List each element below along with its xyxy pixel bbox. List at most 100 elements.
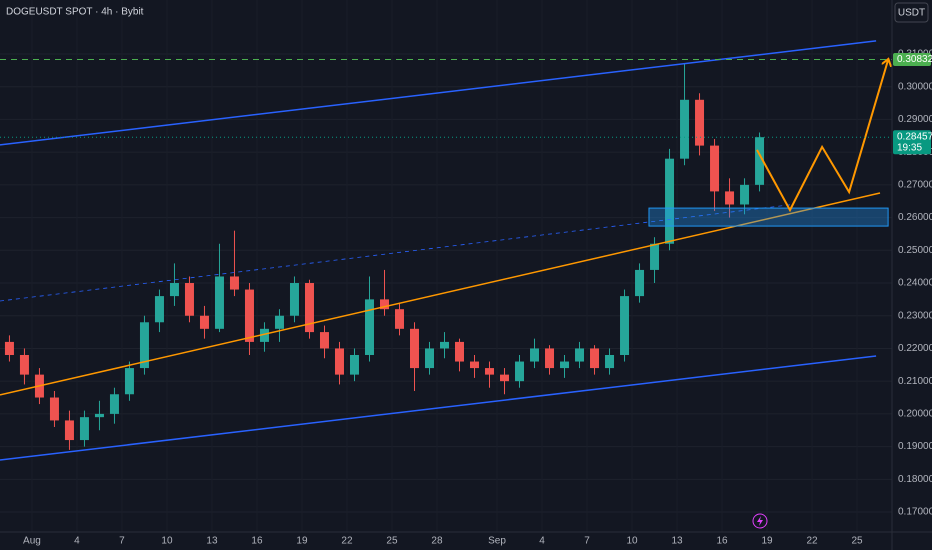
price-sublabel: 19:35 [897,142,922,153]
candle-body [680,99,690,159]
x-tick-label: 25 [386,536,398,547]
candle-body [169,283,179,297]
candle-body [184,283,194,316]
candle-body [349,354,359,375]
candle-body [560,361,570,369]
trend-line [0,355,877,461]
currency-button[interactable] [894,2,929,23]
y-tick-label: 0.20000 [898,409,932,420]
candle-body [740,184,750,205]
trend-line [0,192,881,396]
x-tick-label: 4 [539,536,545,547]
y-tick-label: 0.30000 [898,81,932,92]
candle-body [154,296,164,323]
y-tick-label: 0.17000 [898,507,932,518]
candle-body [515,361,525,382]
x-tick-label: 13 [671,536,683,547]
candle-body [605,354,615,369]
candle-body [199,315,209,329]
candle-body [545,348,555,369]
x-tick-label: 19 [761,536,773,547]
axes: 0.17000 0.18000 0.19000 0.20000 0.21000 0.220… [23,49,932,547]
y-tick-label: 0.19000 [898,441,932,452]
candle-body [274,315,284,329]
trend-line [0,40,877,146]
candle-body [259,328,269,342]
candle-body [124,368,134,395]
candle-body [530,348,540,362]
x-tick-label: 10 [626,536,638,547]
candle-body [620,296,630,355]
candle-body [64,420,74,441]
trend-line [756,60,888,213]
candle-body [590,348,600,369]
price-label: 0.30832 [897,54,932,65]
candle-body [424,348,434,369]
x-tick-label: 13 [206,536,218,547]
candle-body [304,283,314,333]
x-tick-label: 25 [851,536,863,547]
candle-body [244,289,254,342]
candle-body [364,299,374,355]
candle-body [319,332,329,349]
x-tick-label: 22 [806,536,818,547]
x-tick-label: Sep [488,536,506,547]
y-tick-label: 0.29000 [898,114,932,125]
candle-body [109,394,119,414]
y-tick-label: 0.22000 [898,343,932,354]
candle-body [635,269,645,297]
x-tick-label: 4 [74,536,80,547]
candle-body [485,368,495,375]
x-tick-label: 7 [119,536,125,547]
candle-body [695,99,705,146]
y-tick-label: 0.18000 [898,474,932,485]
candle-body [725,191,735,205]
candle-body [575,348,585,362]
candle-body [229,276,239,290]
candle-body [289,283,299,316]
candle-body [500,374,510,382]
candle-body [79,417,89,441]
x-tick-label: 16 [251,536,263,547]
x-tick-label: 28 [431,536,443,547]
x-tick-label: 10 [161,536,173,547]
price-label-box [893,130,931,155]
candle-body [214,276,224,329]
candle-body [470,361,480,369]
x-tick-label: 19 [296,536,308,547]
x-tick-label: Aug [23,536,41,547]
candle-body [394,309,404,329]
candle-body [19,354,29,375]
candle-body [710,145,720,192]
y-tick-label: 0.23000 [898,310,932,321]
candle-body [755,137,765,185]
candle-body [455,341,465,362]
drawings [0,40,892,461]
candle-body [379,299,389,310]
candle-body [334,348,344,375]
price-label-box [893,52,931,66]
price-label: 0.28457 [897,131,932,142]
zone-rect [648,207,889,227]
chart-title: DOGEUSDT SPOT · 4h · Bybit [6,7,144,18]
candle-body [439,341,450,349]
candle-body [665,158,675,244]
candle-body [4,341,14,355]
lightning-icon[interactable] [752,513,768,529]
candle-body [139,322,149,369]
x-tick-label: 22 [341,536,353,547]
x-tick-label: 7 [584,536,590,547]
candle-body [409,328,419,369]
candle-body [49,397,59,421]
x-tick-label: 16 [716,536,728,547]
candle-body [650,243,660,270]
candle-body [94,413,104,418]
y-tick-label: 0.21000 [898,376,932,387]
y-tick-label: 0.26000 [898,212,932,223]
y-tick-label: 0.24000 [898,278,932,289]
currency-label: USDT [898,8,925,19]
y-tick-label: 0.27000 [898,179,932,190]
